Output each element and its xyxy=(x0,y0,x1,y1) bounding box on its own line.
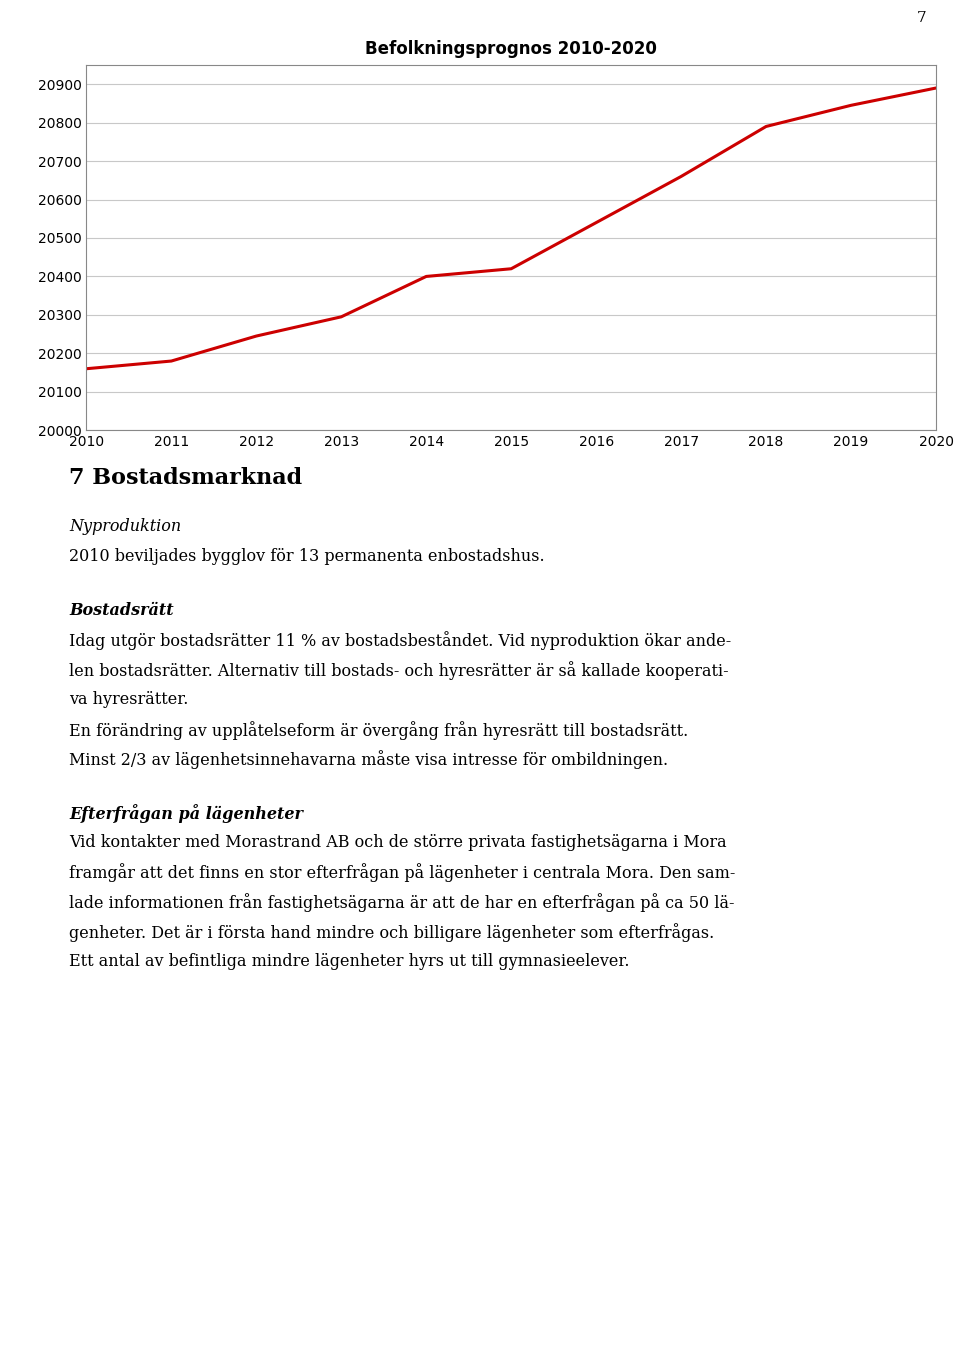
Text: Ett antal av befintliga mindre lägenheter hyrs ut till gymnasieelever.: Ett antal av befintliga mindre lägenhete… xyxy=(69,953,630,970)
Text: Vid kontakter med Morastrand AB och de större privata fastighetsägarna i Mora: Vid kontakter med Morastrand AB och de s… xyxy=(69,833,727,851)
Text: Idag utgör bostadsrätter 11 % av bostadsbeståndet. Vid nyproduktion ökar ande-: Idag utgör bostadsrätter 11 % av bostads… xyxy=(69,632,732,651)
Text: 7: 7 xyxy=(917,11,926,24)
Text: Efterfrågan på lägenheter: Efterfrågan på lägenheter xyxy=(69,804,303,823)
Text: genheter. Det är i första hand mindre och billigare lägenheter som efterfrågas.: genheter. Det är i första hand mindre oc… xyxy=(69,923,714,942)
Text: 7 Bostadsmarknad: 7 Bostadsmarknad xyxy=(69,467,302,488)
Text: lade informationen från fastighetsägarna är att de har en efterfrågan på ca 50 l: lade informationen från fastighetsägarna… xyxy=(69,893,734,912)
Text: Nyproduktion: Nyproduktion xyxy=(69,518,181,536)
Text: len bostadsrätter. Alternativ till bostads- och hyresrätter är så kallade kooper: len bostadsrätter. Alternativ till bosta… xyxy=(69,662,729,681)
Text: 2010 beviljades bygglov för 13 permanenta enbostadshus.: 2010 beviljades bygglov för 13 permanent… xyxy=(69,548,544,566)
Text: framgår att det finns en stor efterfrågan på lägenheter i centrala Mora. Den sam: framgår att det finns en stor efterfråga… xyxy=(69,863,735,882)
Text: Minst 2/3 av lägenhetsinnehavarna måste visa intresse för ombildningen.: Minst 2/3 av lägenhetsinnehavarna måste … xyxy=(69,751,668,770)
Title: Befolkningsprognos 2010-2020: Befolkningsprognos 2010-2020 xyxy=(365,39,658,58)
Text: En förändring av upplåtelseform är övergång från hyresrätt till bostadsrätt.: En förändring av upplåtelseform är överg… xyxy=(69,721,688,740)
Text: Bostadsrätt: Bostadsrätt xyxy=(69,602,174,618)
Text: va hyresrätter.: va hyresrätter. xyxy=(69,691,188,708)
